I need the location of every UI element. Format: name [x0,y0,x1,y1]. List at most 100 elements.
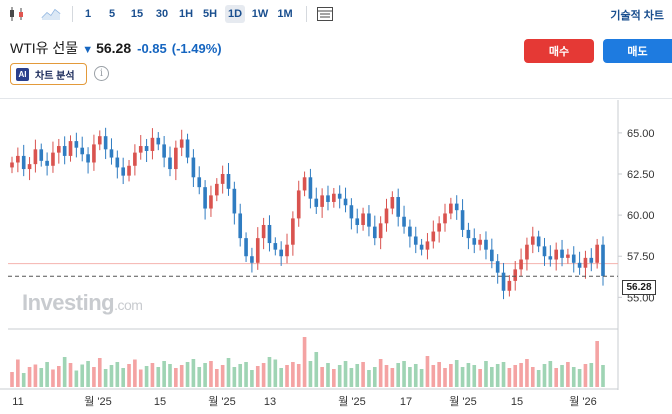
candle-body [144,146,149,151]
volume-bar [226,358,231,387]
candle-body [103,136,108,150]
volume-bar [86,361,90,387]
candle-body [226,174,231,189]
volume-bar [443,368,447,387]
volume-bar [133,359,137,387]
volume-bar [372,367,377,387]
candle-body [390,197,395,209]
candle-body [27,164,32,170]
candle-body [536,236,541,247]
volume-bar [449,364,453,387]
volume-bar [203,363,207,387]
candle-body [355,218,360,225]
volume-bar [45,362,49,387]
candle-body [250,256,254,263]
area-chart-icon[interactable] [40,4,62,24]
volume-bar [595,341,599,387]
candle-body [209,195,213,209]
candle-body [21,155,26,170]
volume-bar [267,357,272,387]
info-icon[interactable]: i [94,66,109,81]
volume-bar [308,361,313,387]
volume-bar [291,362,295,387]
candle-body [367,213,371,227]
candle-body [162,144,166,158]
volume-bar [39,368,44,387]
y-tick-label: 62.50 [627,169,655,181]
volume-bar [10,372,14,387]
volume-bar [378,359,383,387]
candle-body [507,280,512,291]
candle-body [460,210,465,230]
candle-body [501,272,506,291]
candle-body [179,139,184,148]
candle-body [214,183,219,196]
sell-button[interactable]: 매도 [603,39,672,63]
x-tick-label: 17 [400,396,412,408]
timeframe-1-button[interactable]: 1 [84,8,92,20]
candle-body [220,174,225,184]
volume-bar [390,368,395,387]
candle-body [86,154,90,163]
timeframe-1h-button[interactable]: 1H [178,8,194,20]
volume-bar [367,370,371,387]
candle-body [168,157,172,170]
technical-chart-link[interactable]: 기술적 차트 [610,10,664,22]
volume-bar [425,356,430,387]
volume-bar [349,368,354,387]
volume-bar [337,365,342,387]
ai-chart-analysis-label: 차트 분석 [35,70,75,82]
volume-bar [16,359,20,387]
volume-bar [513,365,518,387]
current-price-label: 56.28 [622,280,656,295]
volume-bar [162,361,166,387]
volume-bar [285,365,289,387]
candlestick-chart-icon[interactable] [6,4,28,24]
volume-bar [525,359,529,387]
price-chart[interactable]: 65.00 62.50 60.00 57.50 55.00 11 월 '25 15 월 '25 1… [0,100,672,414]
candle-body [156,137,161,145]
table-view-icon[interactable] [314,4,336,24]
candle-body [326,195,330,202]
timeframe-1m-button[interactable]: 1M [277,8,293,20]
candle-body [413,236,418,245]
volume-bar [27,367,32,387]
candle-body [466,229,471,239]
volume-bar [466,363,471,387]
candle-body [296,190,301,219]
candle-body [191,157,196,178]
candle-body [437,223,441,232]
volume-bar [214,369,219,387]
candle-body [530,236,535,245]
x-tick-label: 월 '25 [338,395,366,408]
candle-body [478,239,482,245]
timeframe-1d-button[interactable]: 1D [225,5,245,23]
buy-button[interactable]: 매수 [524,39,594,63]
timeframe-5-button[interactable]: 5 [108,8,116,20]
candle-body [138,146,143,153]
timeframe-5h-button[interactable]: 5H [202,8,218,20]
volume-bar [115,362,120,387]
y-tick-label: 65.00 [627,128,655,140]
instrument-header: WTI유 선물 ▼ 56.28 -0.85 (-1.49%) [10,38,222,58]
volume-bar [355,364,360,387]
price-change-percent: (-1.49%) [171,41,222,56]
volume-bar [296,364,301,387]
volume-bar [402,361,406,387]
candle-body [150,137,155,151]
x-tick-label: 15 [511,396,523,408]
candle-body [238,213,243,239]
candle-body [320,195,324,207]
volume-bar [232,367,237,387]
x-tick-label: 15 [154,396,166,408]
ai-chart-analysis-button[interactable]: AI 차트 분석 [10,63,87,85]
candle-body [332,193,336,202]
volume-bar [472,365,477,387]
ai-badge-icon: AI [16,67,29,81]
timeframe-1w-button[interactable]: 1W [251,8,269,20]
volume-bar [320,367,324,387]
volume-bar [396,363,401,387]
volume-bar [384,365,389,387]
timeframe-15-button[interactable]: 15 [130,8,144,20]
timeframe-30-button[interactable]: 30 [155,8,169,20]
